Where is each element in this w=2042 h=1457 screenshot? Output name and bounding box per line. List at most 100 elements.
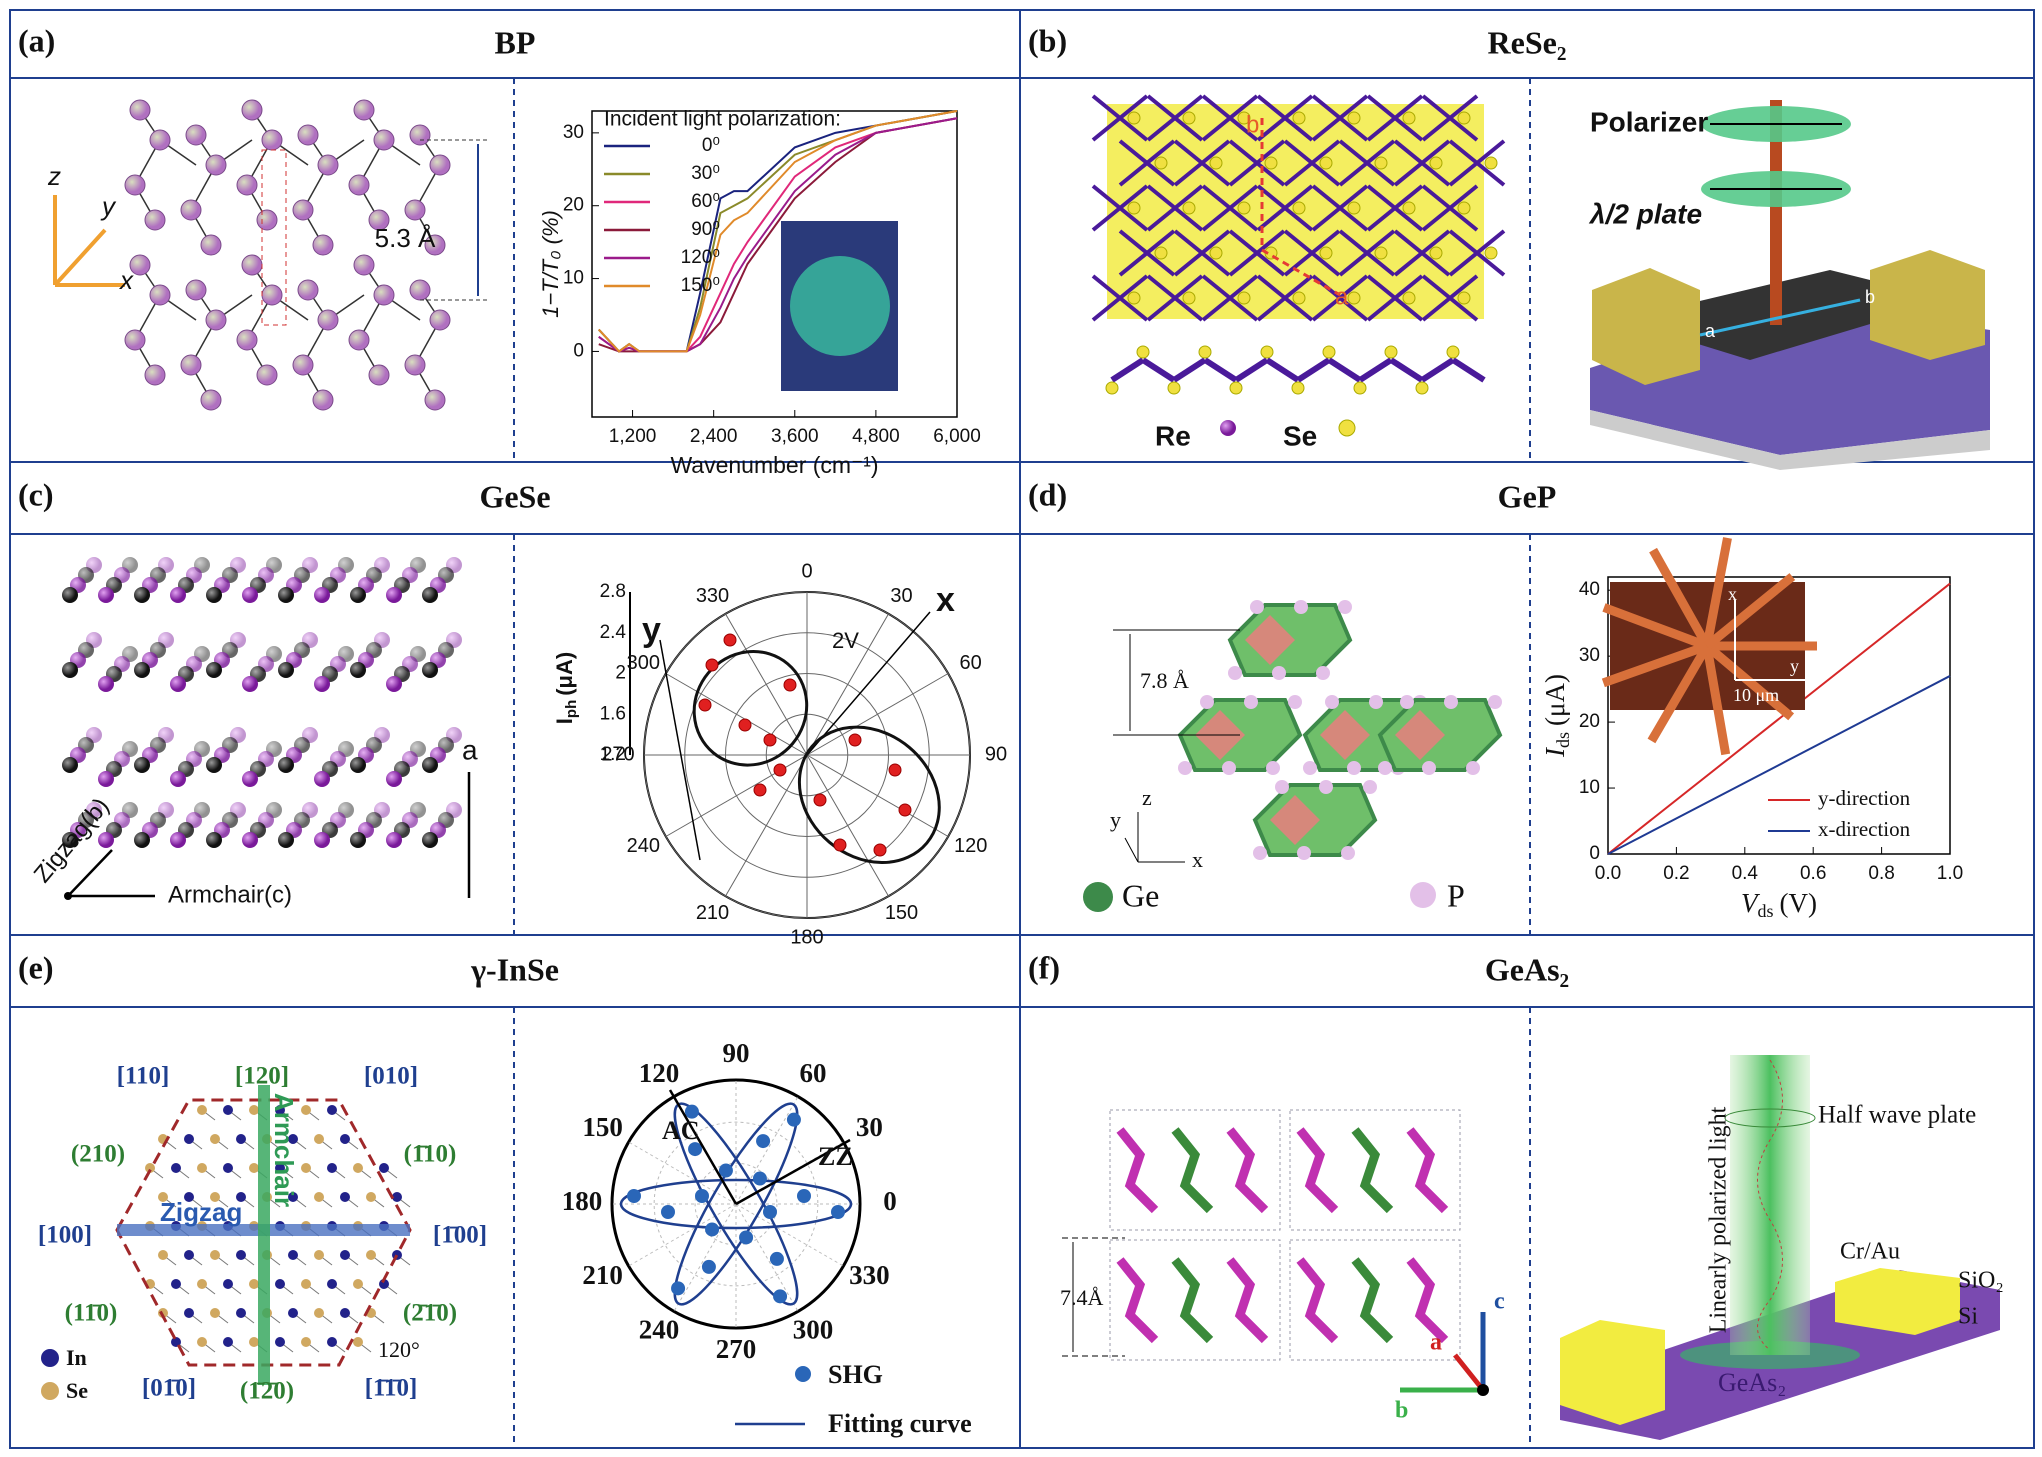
x-tick-label: 0.4	[1732, 863, 1759, 884]
atom	[327, 1337, 337, 1347]
se-atom	[1260, 345, 1274, 359]
bond	[1201, 94, 1259, 142]
miller-label: (2̄1̄0)	[403, 1300, 457, 1327]
bond	[1172, 357, 1207, 383]
atom	[350, 757, 366, 773]
atom	[206, 662, 222, 678]
atom	[314, 1308, 324, 1318]
chain	[1226, 1127, 1269, 1214]
p-atom	[1200, 695, 1214, 709]
chain	[1171, 1127, 1214, 1214]
atom	[236, 1308, 246, 1318]
atom	[210, 1192, 220, 1202]
atom	[236, 1250, 246, 1260]
theta-tick-label: 330	[849, 1260, 890, 1290]
spacing-label: 7.8 Å	[1140, 668, 1189, 693]
bond	[1146, 94, 1204, 142]
unit-cell	[261, 149, 287, 326]
legend-label: 30⁰	[691, 163, 720, 184]
atom	[249, 1279, 259, 1289]
bond	[1451, 357, 1486, 383]
p-atom	[1228, 666, 1242, 680]
series-line	[1607, 675, 1951, 855]
miller-label: (210)	[71, 1141, 125, 1168]
spacing-label: 7.4Å	[1060, 1285, 1104, 1310]
axis-label: b	[1246, 111, 1259, 138]
direction-label: Armchair	[269, 1093, 299, 1207]
r-tick-label: 1.2	[600, 744, 626, 765]
atom	[261, 129, 283, 151]
x-tick-label: 0.6	[1800, 863, 1826, 884]
label: SiO₂	[1958, 1268, 2004, 1294]
x-tick-label: 1,200	[609, 426, 657, 447]
data-point	[769, 1251, 784, 1266]
atom	[340, 1250, 350, 1260]
label: GeAs₂	[1718, 1368, 1786, 1397]
gese-structure	[62, 557, 462, 848]
polar-frame	[610, 1078, 862, 1330]
y-tick-label: 30	[563, 122, 584, 143]
atom	[422, 662, 438, 678]
atom	[184, 1192, 194, 1202]
p-atom	[1422, 761, 1436, 775]
axis-label: y	[1110, 807, 1121, 832]
cluster-core	[1245, 615, 1295, 665]
inset-label: y	[1790, 656, 1799, 676]
se-atom	[1198, 345, 1212, 359]
series-line	[598, 110, 958, 353]
annotation: AC	[662, 1116, 700, 1145]
chain	[1116, 1127, 1159, 1214]
cluster-core	[1270, 795, 1320, 845]
x-axis-label: Wavenumber (cm⁻¹)	[670, 452, 878, 478]
data-point	[773, 1289, 788, 1304]
atom	[314, 1134, 324, 1144]
atom	[180, 199, 202, 221]
y-tick-label: 30	[1579, 645, 1600, 666]
inset-electrode	[1704, 642, 1795, 721]
gep-structure	[1177, 600, 1503, 860]
se-atom	[1446, 345, 1460, 359]
theta-tick-label: 270	[601, 743, 634, 765]
bond	[1173, 229, 1231, 277]
atom	[171, 1337, 181, 1347]
atom	[205, 154, 227, 176]
atom	[327, 1163, 337, 1173]
se-atom	[1484, 156, 1498, 170]
atom	[242, 832, 258, 848]
legend-dot	[41, 1349, 59, 1367]
p-atom	[1316, 666, 1330, 680]
atom	[170, 832, 186, 848]
data-point	[698, 698, 712, 712]
theta-tick-label: 0	[801, 560, 812, 582]
se-atom	[1457, 201, 1471, 215]
atom	[184, 1134, 194, 1144]
y-axis-label: Iph (μA)	[552, 652, 580, 724]
axis-label: y	[100, 191, 117, 221]
fit-curve	[692, 649, 809, 767]
ac-arrow	[668, 1089, 738, 1205]
se-atom	[1353, 381, 1367, 395]
atom	[288, 1308, 298, 1318]
atom	[350, 662, 366, 678]
inse-polar-chart: 0 30 60 90 120 150 180 210 240 270 300 330	[562, 1038, 897, 1364]
atom	[314, 1250, 324, 1260]
lattice-bonds	[1091, 94, 1506, 322]
axis-label: Armchair(c)	[168, 881, 292, 908]
panel-label: (d)	[1028, 476, 1067, 512]
legend-label: Fitting curve	[828, 1409, 972, 1438]
miller-label: (11̄0)	[65, 1300, 118, 1327]
legend-ge: Ge	[1122, 877, 1159, 913]
atom	[223, 1337, 233, 1347]
x-tick-label: 0.0	[1595, 863, 1621, 884]
data-point	[763, 733, 777, 747]
x-tick-label: 0.8	[1868, 863, 1894, 884]
atom	[288, 1192, 298, 1202]
se-atom	[1136, 345, 1150, 359]
label: Si	[1958, 1304, 1978, 1330]
atom	[348, 329, 370, 351]
data-point	[831, 1205, 845, 1219]
cell	[1109, 1109, 1281, 1231]
data-point	[701, 1259, 716, 1274]
electrode	[1560, 1320, 1665, 1425]
